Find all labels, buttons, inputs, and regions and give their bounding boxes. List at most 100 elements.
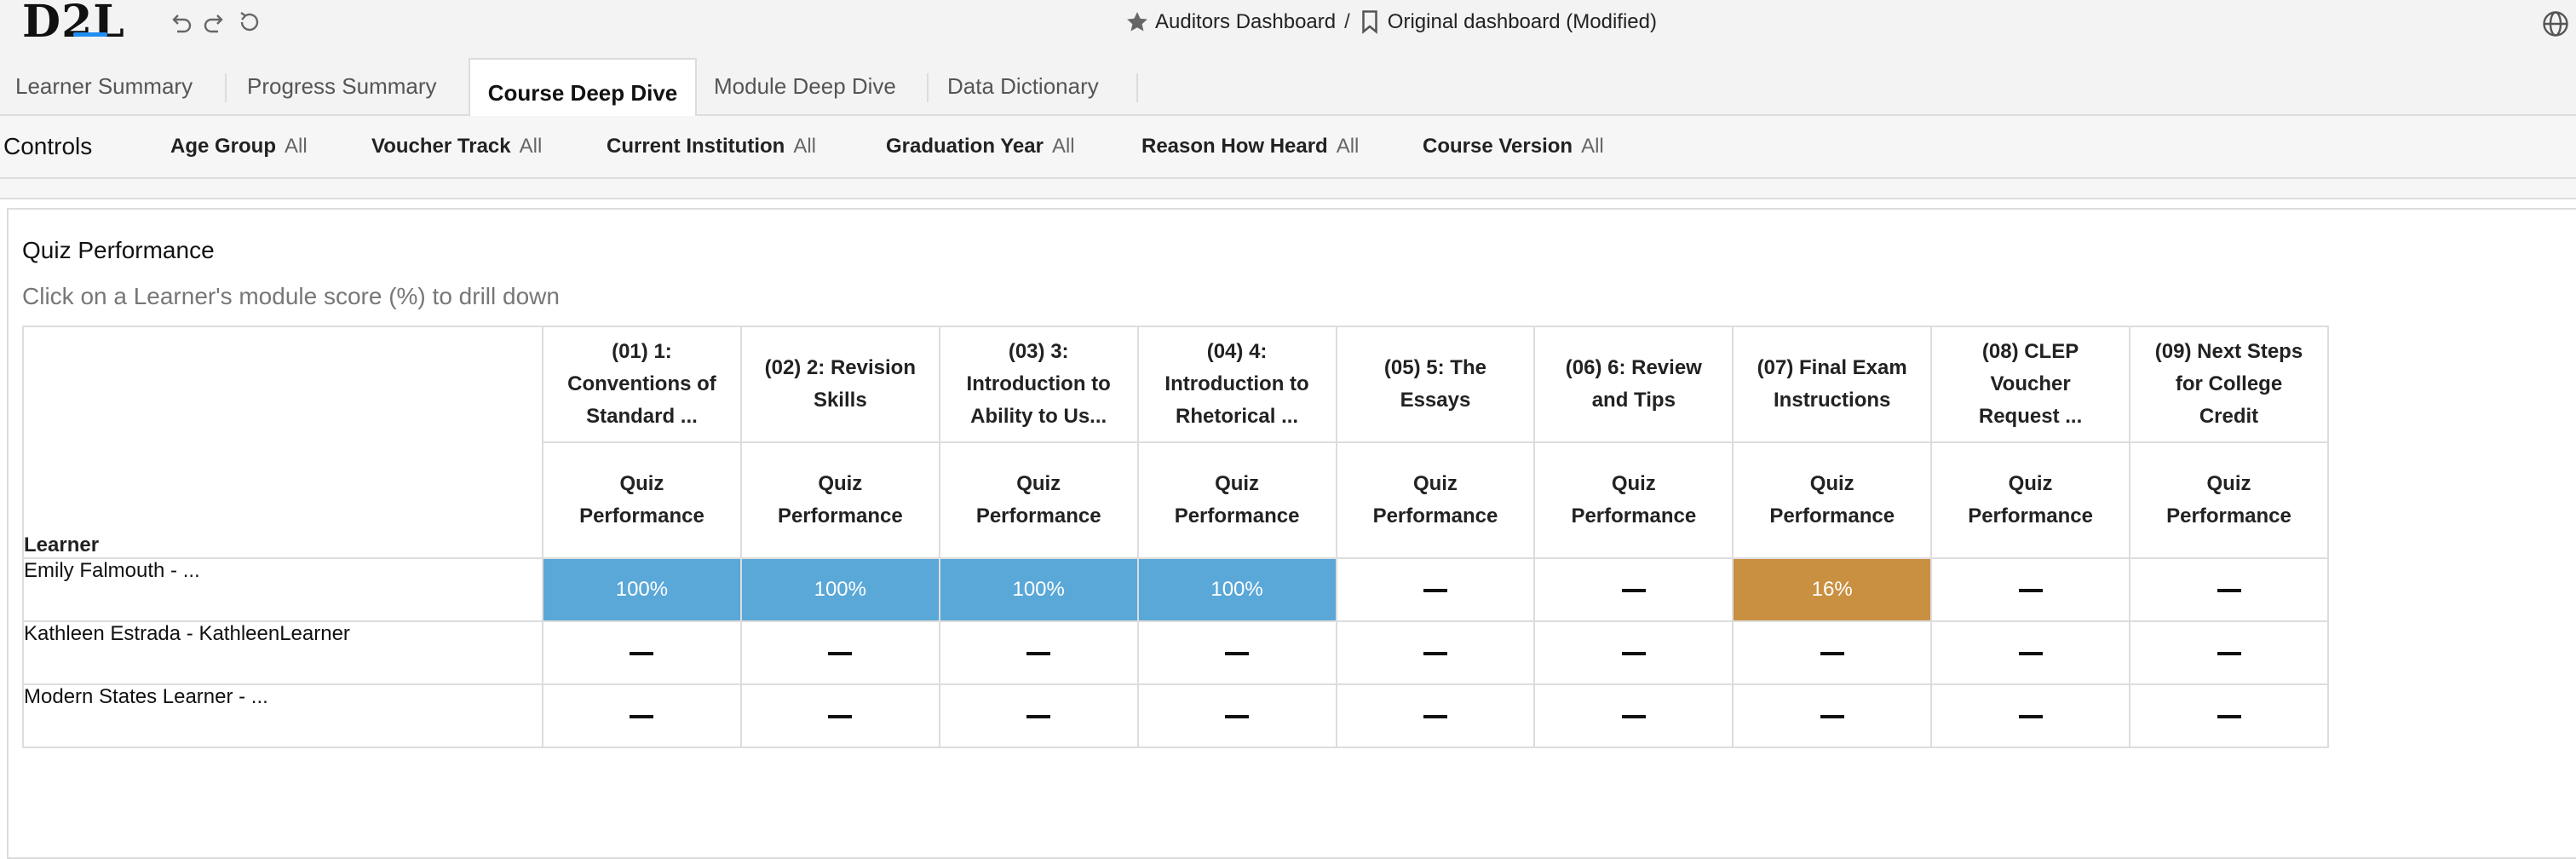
score-cell[interactable]: 100% — [1136, 557, 1337, 622]
score-cell[interactable]: 100% — [739, 557, 940, 622]
module-header-04[interactable]: (04) 4: Introduction to Rhetorical ... — [1136, 326, 1337, 443]
learner-column-header[interactable]: Learner — [22, 326, 543, 559]
empty-score-cell[interactable] — [739, 683, 940, 748]
measure-line: Performance — [579, 504, 704, 528]
empty-score-cell[interactable] — [1732, 620, 1933, 685]
view-name[interactable]: Original dashboard (Modified) — [1387, 10, 1657, 33]
tab-learner-summary[interactable]: Learner Summary — [15, 73, 193, 99]
module-header-09[interactable]: (09) Next Steps for College Credit — [2129, 326, 2329, 443]
measure-line: Performance — [975, 504, 1101, 528]
score-cell[interactable]: 100% — [542, 557, 742, 622]
tab-data-dictionary[interactable]: Data Dictionary — [947, 73, 1099, 99]
filter-value: All — [285, 135, 308, 158]
module-header-line: (03) 3: — [1008, 340, 1069, 363]
measure-line: Quiz — [818, 472, 863, 495]
learner-name[interactable]: Kathleen Estrada - KathleenLearner — [22, 620, 543, 685]
no-data-dash — [1820, 714, 1844, 718]
quiz-performance-header[interactable]: Quiz Performance — [739, 441, 940, 559]
module-header-01[interactable]: (01) 1: Conventions of Standard ... — [542, 326, 742, 443]
empty-score-cell[interactable] — [542, 620, 742, 685]
empty-score-cell[interactable] — [1930, 620, 2130, 685]
measure-line: Quiz — [2206, 472, 2251, 495]
empty-score-cell[interactable] — [1930, 683, 2130, 748]
quiz-performance-header[interactable]: Quiz Performance — [2129, 441, 2329, 559]
empty-score-cell[interactable] — [1335, 620, 1536, 685]
quiz-performance-header[interactable]: Quiz Performance — [1732, 441, 1933, 559]
module-header-06[interactable]: (06) 6: Review and Tips — [1533, 326, 1734, 443]
no-data-dash — [1225, 714, 1250, 718]
module-header-line: (09) Next Steps — [2154, 340, 2303, 363]
no-data-dash — [828, 651, 853, 655]
empty-score-cell[interactable] — [938, 620, 1139, 685]
empty-score-cell[interactable] — [938, 683, 1139, 748]
module-header-08[interactable]: (08) CLEP Voucher Request ... — [1930, 326, 2130, 443]
tab-progress-summary[interactable]: Progress Summary — [247, 73, 437, 99]
measure-line: Performance — [1968, 504, 2093, 528]
filter-voucher-track[interactable]: Voucher Track All — [371, 116, 542, 177]
filter-label: Current Institution — [607, 135, 785, 158]
empty-score-cell[interactable] — [1136, 620, 1337, 685]
empty-score-cell[interactable] — [1930, 557, 2130, 622]
empty-score-cell[interactable] — [1335, 557, 1536, 622]
module-header-03[interactable]: (03) 3: Introduction to Ability to Us... — [938, 326, 1139, 443]
redo-icon[interactable] — [201, 9, 228, 36]
score-cell[interactable]: 100% — [938, 557, 1139, 622]
empty-score-cell[interactable] — [2129, 620, 2329, 685]
filter-reason-how-heard[interactable]: Reason How Heard All — [1141, 116, 1359, 177]
reset-icon[interactable] — [235, 9, 262, 36]
module-header-05[interactable]: (05) 5: The Essays — [1335, 326, 1536, 443]
module-header-02[interactable]: (02) 2: Revision Skills — [739, 326, 940, 443]
no-data-dash — [2018, 651, 2043, 655]
measure-line: Quiz — [2008, 472, 2053, 495]
score-cell[interactable]: 16% — [1732, 557, 1933, 622]
empty-score-cell[interactable] — [1732, 683, 1933, 748]
filter-graduation-year[interactable]: Graduation Year All — [886, 116, 1075, 177]
tab-course-deep-dive[interactable]: Course Deep Dive — [469, 58, 697, 116]
module-header-07[interactable]: (07) Final Exam Instructions — [1732, 326, 1933, 443]
quiz-performance-header[interactable]: Quiz Performance — [938, 441, 1139, 559]
filter-value: All — [1581, 135, 1604, 158]
empty-score-cell[interactable] — [2129, 557, 2329, 622]
filter-label: Voucher Track — [371, 135, 511, 158]
no-data-dash — [2217, 651, 2241, 655]
filter-label: Course Version — [1423, 135, 1573, 158]
empty-score-cell[interactable] — [1533, 557, 1734, 622]
no-data-dash — [2018, 588, 2043, 592]
dashboard-name[interactable]: Auditors Dashboard — [1155, 10, 1337, 33]
module-header-line: Instructions — [1774, 389, 1891, 412]
quiz-performance-header[interactable]: Quiz Performance — [1533, 441, 1734, 559]
table-row: Kathleen Estrada - KathleenLearner — [22, 620, 2329, 685]
tab-module-deep-dive[interactable]: Module Deep Dive — [714, 73, 896, 99]
filter-age-group[interactable]: Age Group All — [170, 116, 308, 177]
tab-bar: Learner Summary Progress Summary Course … — [0, 48, 2576, 116]
undo-icon[interactable] — [167, 9, 194, 36]
star-icon[interactable] — [1124, 9, 1150, 35]
bookmark-icon[interactable] — [1359, 9, 1381, 35]
module-header-line: Skills — [813, 389, 867, 412]
empty-score-cell[interactable] — [1136, 683, 1337, 748]
empty-score-cell[interactable] — [1335, 683, 1536, 748]
filter-value: All — [519, 135, 543, 158]
no-data-dash — [1621, 714, 1646, 718]
filter-current-institution[interactable]: Current Institution All — [607, 116, 816, 177]
empty-score-cell[interactable] — [2129, 683, 2329, 748]
empty-score-cell[interactable] — [1533, 620, 1734, 685]
panel-subtitle: Click on a Learner's module score (%) to… — [22, 283, 560, 309]
quiz-performance-header[interactable]: Quiz Performance — [1930, 441, 2130, 559]
quiz-performance-header[interactable]: Quiz Performance — [1335, 441, 1536, 559]
empty-score-cell[interactable] — [739, 620, 940, 685]
quiz-performance-header[interactable]: Quiz Performance — [1136, 441, 1337, 559]
measure-line: Quiz — [1215, 472, 1260, 495]
module-header-line: (05) 5: The — [1383, 356, 1486, 379]
learner-name[interactable]: Emily Falmouth - ... — [22, 557, 543, 622]
empty-score-cell[interactable] — [1533, 683, 1734, 748]
empty-score-cell[interactable] — [542, 683, 742, 748]
module-header-line: Rhetorical ... — [1176, 405, 1299, 428]
controls-title: Controls — [3, 133, 93, 159]
measure-line: Performance — [1174, 504, 1300, 528]
no-data-dash — [1026, 714, 1051, 718]
filter-course-version[interactable]: Course Version All — [1423, 116, 1604, 177]
learner-name[interactable]: Modern States Learner - ... — [22, 683, 543, 748]
quiz-performance-header[interactable]: Quiz Performance — [542, 441, 742, 559]
globe-icon[interactable] — [2540, 9, 2571, 39]
